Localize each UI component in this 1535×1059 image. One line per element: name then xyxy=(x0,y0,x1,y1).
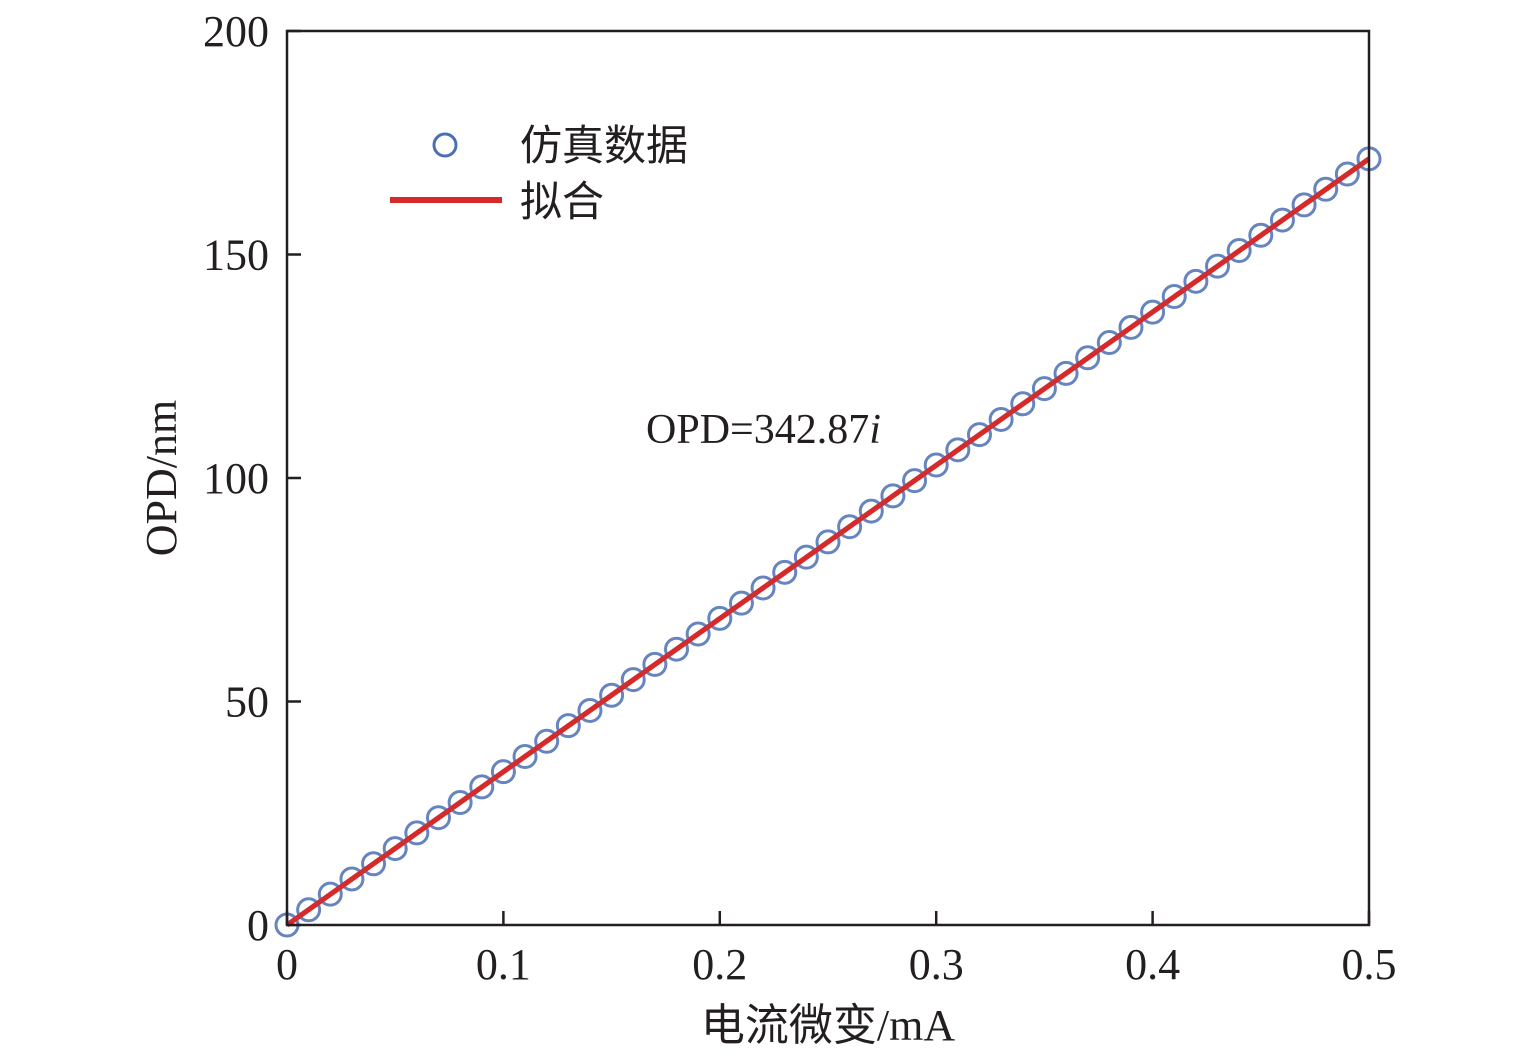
scatter-point xyxy=(1140,299,1166,325)
scatter-point xyxy=(685,621,711,647)
y-tick-label: 100 xyxy=(203,454,269,503)
scatter-point xyxy=(447,790,473,816)
y-tick-label: 200 xyxy=(203,7,269,56)
x-axis-title: 电流微变/mA xyxy=(701,1001,955,1050)
scatter-point xyxy=(1010,391,1036,417)
scatter-point xyxy=(339,866,365,892)
scatter-point xyxy=(555,713,581,739)
fit-equation-variable: i xyxy=(869,407,881,453)
legend-marker-simulated xyxy=(432,132,458,158)
scatter-point xyxy=(404,820,430,846)
scatter-point xyxy=(361,851,387,877)
legend-label-simulated: 仿真数据 xyxy=(520,121,688,170)
legend-label-fit: 拟合 xyxy=(520,177,604,226)
scatter-point xyxy=(1313,176,1339,202)
scatter-point xyxy=(793,544,819,570)
scatter-point xyxy=(707,605,733,631)
x-tick-label: 0.3 xyxy=(909,940,964,989)
x-tick-label: 0.5 xyxy=(1342,940,1397,989)
fit-equation-prefix: OPD=342.87 xyxy=(646,407,869,453)
scatter-point xyxy=(425,805,451,831)
series-layer xyxy=(274,146,1382,938)
fit-line-overlay xyxy=(285,156,1371,928)
scatter-point xyxy=(317,881,343,907)
y-axis-title: OPD/nm xyxy=(137,400,186,556)
scatter-point xyxy=(728,590,754,616)
scatter-point xyxy=(664,636,690,662)
scatter-point xyxy=(902,468,928,494)
scatter-point xyxy=(534,728,560,754)
scatter-point xyxy=(880,483,906,509)
scatter-point xyxy=(815,529,841,555)
y-tick-label: 0 xyxy=(247,901,269,950)
scatter-point xyxy=(1334,161,1360,187)
x-tick-label: 0.2 xyxy=(692,940,747,989)
scatter-point xyxy=(750,575,776,601)
y-tick-label: 150 xyxy=(203,231,269,280)
scatter-point xyxy=(858,498,884,524)
scatter-point xyxy=(966,422,992,448)
scatter-point xyxy=(599,682,625,708)
ticks-layer: 0 0.1 0.2 0.3 0.4 0.5 0 50 100 150 200 xyxy=(203,7,1397,989)
x-tick-label: 0 xyxy=(276,940,298,989)
scatter-point xyxy=(620,667,646,693)
plot-frame xyxy=(285,29,1371,927)
scatter-point xyxy=(1269,207,1295,233)
scatter-point xyxy=(945,437,971,463)
y-tick-label: 50 xyxy=(225,678,269,727)
scatter-point xyxy=(1053,360,1079,386)
scatter-point xyxy=(642,651,668,677)
scatter-point xyxy=(988,406,1014,432)
scatter-point xyxy=(1291,192,1317,218)
scatter-point xyxy=(1205,253,1231,279)
legend: 仿真数据 拟合 xyxy=(390,121,688,226)
scatter-point xyxy=(923,452,949,478)
scatter-point xyxy=(512,743,538,769)
scatter-point xyxy=(772,559,798,585)
x-tick-label: 0.1 xyxy=(476,940,531,989)
fit-equation-annotation: OPD=342.87i xyxy=(646,407,881,453)
scatter-point xyxy=(382,836,408,862)
scatter-point xyxy=(1248,222,1274,248)
scatter-point xyxy=(1118,314,1144,340)
scatter-point xyxy=(1183,268,1209,294)
scatter-point xyxy=(469,774,495,800)
scatter-point xyxy=(1031,376,1057,402)
x-tick-label: 0.4 xyxy=(1125,940,1180,989)
scatter-point xyxy=(1096,330,1122,356)
scatter-point xyxy=(1226,237,1252,263)
scatter-point xyxy=(490,759,516,785)
scatter-point xyxy=(296,897,322,923)
scatter-point xyxy=(1161,284,1187,310)
scatter-point xyxy=(577,697,603,723)
scatter-point xyxy=(1075,345,1101,371)
scatter-point xyxy=(837,514,863,540)
